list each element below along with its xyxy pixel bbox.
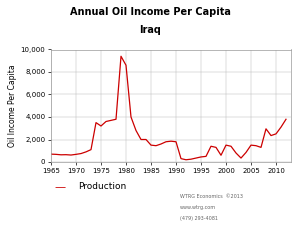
Text: WTRG Economics  ©2013: WTRG Economics ©2013 <box>180 194 243 198</box>
Y-axis label: Oil Income Per Capita: Oil Income Per Capita <box>8 64 16 147</box>
Text: Iraq: Iraq <box>139 25 161 35</box>
Text: —: — <box>54 182 65 192</box>
Text: (479) 293-4081: (479) 293-4081 <box>180 216 218 221</box>
Text: Production: Production <box>78 182 126 191</box>
Text: Annual Oil Income Per Capita: Annual Oil Income Per Capita <box>70 7 230 17</box>
Text: www.wtrg.com: www.wtrg.com <box>180 205 216 210</box>
